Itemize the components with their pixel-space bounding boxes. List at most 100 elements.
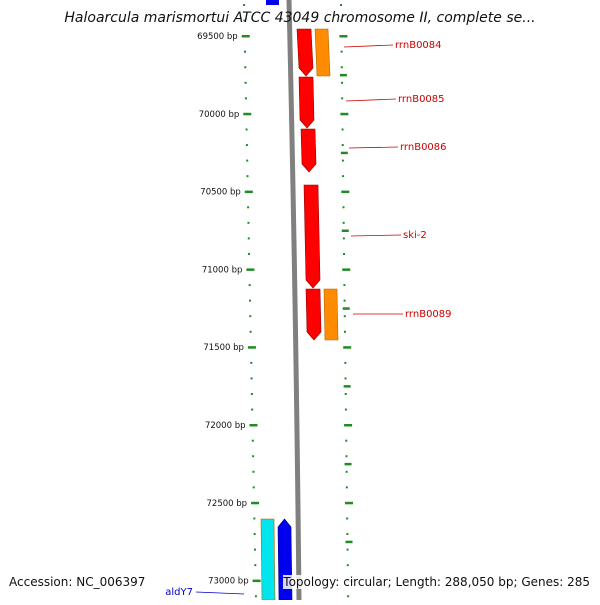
ruler-tick-label: 71000 bp [202, 265, 243, 275]
inner-track-dot [252, 486, 255, 489]
inner-track-dot [244, 81, 247, 84]
map-title: Haloarcula marismortui ATCC 43049 chromo… [64, 10, 536, 26]
outer-major-tick [341, 190, 350, 194]
inner-track-dot [250, 377, 253, 380]
gene-labels: rrnB0084 rrnB0085 rrnB0086 ski-2 rrnB0089 ald… [165, 40, 451, 598]
gene-arrow-rrnB0089[interactable] [305, 288, 322, 341]
rna-feature-rrnB0084[interactable] [314, 28, 331, 77]
inner-track-dot [251, 439, 254, 442]
inner-track-dot [250, 361, 253, 364]
outer-track-dot [341, 128, 344, 131]
outer-track-dot [342, 221, 345, 224]
genome-summary: Topology: circular; Length: 288,050 bp; … [283, 575, 590, 589]
outer-major-tick [339, 35, 348, 38]
chromosome-backbone [286, 0, 302, 601]
reverse-feature-aldY7[interactable] [260, 518, 276, 601]
outer-track-dot [346, 564, 349, 567]
outer-track-dot [343, 284, 346, 287]
ruler-tick-label: 70000 bp [199, 110, 240, 120]
outer-track-dot [345, 470, 348, 473]
outer-track-dot [346, 548, 349, 551]
outer-track-dot [340, 19, 343, 22]
ruler-major-tick [251, 501, 260, 505]
bp-ruler: 69500 bp 70000 bp 70500 bp 71000 bp 71500 bp… [197, 32, 354, 587]
inner-track-dot [253, 517, 256, 520]
outer-track-dot [343, 330, 346, 333]
ruler-tick-label: 72000 bp [205, 421, 246, 431]
reverse-gene-fragment[interactable] [266, 0, 279, 5]
gene-arrow-ski-2[interactable] [303, 184, 321, 289]
rna-feature-rrnB0089[interactable] [323, 288, 339, 341]
outer-track-dot [343, 315, 346, 318]
inner-track-dot [249, 330, 252, 333]
outer-major-tick [344, 424, 353, 427]
inner-track-dot [248, 299, 251, 302]
outer-minor-tick [343, 385, 351, 388]
gene-label[interactable]: rrnB0086 [400, 142, 447, 153]
ruler-tick-label: 73000 bp [208, 577, 249, 587]
gene-label[interactable]: rrnB0084 [395, 40, 442, 51]
outer-track-dot [340, 4, 343, 6]
outer-track-dot [342, 175, 345, 178]
outer-track-dot [340, 50, 343, 53]
inner-track-dot [246, 159, 249, 162]
outer-track-dot [342, 206, 345, 209]
inner-track-dot [254, 564, 257, 567]
outer-track-dot [341, 159, 344, 162]
gene-arrow-rrnB0086[interactable] [300, 128, 317, 173]
accession-label: Accession: NC_006397 [9, 575, 146, 589]
outer-track-dot [345, 455, 348, 458]
inner-track-dot [252, 470, 255, 473]
inner-track-dot [248, 284, 251, 287]
gene-label[interactable]: ski-2 [403, 230, 427, 241]
inner-track-dot [253, 533, 256, 536]
outer-minor-tick [341, 229, 349, 232]
outer-minor-tick [344, 462, 352, 466]
gene-label[interactable]: rrnB0085 [398, 94, 445, 105]
ruler-tick-label: 70500 bp [200, 188, 241, 198]
label-leader-line [348, 146, 399, 149]
inner-track-dot [249, 315, 252, 318]
ruler-major-tick [246, 268, 255, 271]
inner-track-dot [244, 50, 247, 53]
outer-track-dot [341, 144, 344, 147]
gene-arrow-rrnB0085[interactable] [298, 76, 315, 129]
outer-minor-tick [339, 73, 347, 77]
gene-arrow-rrnB0084[interactable] [296, 28, 314, 77]
label-leader-line [350, 234, 402, 237]
inner-track-dot [253, 548, 256, 551]
inner-track-dot [243, 4, 246, 6]
inner-track-dot [245, 128, 248, 131]
inner-track-dot [244, 97, 247, 100]
outer-track-dot [340, 66, 343, 69]
outer-track-dot [344, 361, 347, 364]
inner-track-dot [247, 237, 250, 240]
outer-track-dot [344, 377, 347, 380]
ruler-major-tick [243, 112, 252, 116]
outer-track-dot [345, 439, 348, 442]
outer-major-tick [340, 112, 349, 116]
outer-track-dot [344, 393, 347, 395]
label-leader-line [345, 98, 397, 102]
ruler-major-tick [241, 35, 250, 38]
gene-label[interactable]: rrnB0089 [405, 309, 452, 320]
ruler-major-tick [244, 190, 253, 194]
outer-track-dot [347, 595, 350, 598]
inner-track-dot [250, 393, 253, 395]
inner-track-dot [243, 19, 246, 22]
label-leader-line [195, 591, 245, 595]
outer-minor-tick [342, 307, 350, 310]
inner-track-dot [244, 66, 247, 69]
ruler-major-tick [249, 424, 258, 427]
outer-track-dot [346, 517, 349, 520]
gene-label[interactable]: aldY7 [165, 587, 193, 598]
outer-major-tick [343, 346, 352, 349]
outer-track-dot [346, 533, 349, 536]
outer-track-dot [340, 81, 343, 84]
outer-major-tick [345, 501, 354, 505]
outer-track-dot [345, 486, 348, 489]
outer-track-dot [342, 237, 345, 240]
outer-tick-track [340, 4, 350, 598]
